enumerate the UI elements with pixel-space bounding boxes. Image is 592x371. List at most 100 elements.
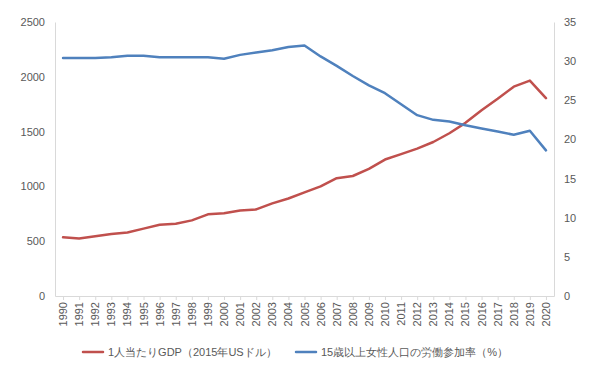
tick-label: 20 bbox=[564, 133, 576, 145]
y-axis: 05001000150020002500 bbox=[21, 16, 56, 302]
tick-label: 2014 bbox=[443, 302, 455, 326]
tick: 2017 bbox=[492, 296, 504, 326]
tick-mark bbox=[63, 296, 64, 300]
tick-label: 1998 bbox=[186, 302, 198, 326]
tick-label: 1994 bbox=[121, 302, 133, 326]
tick-mark bbox=[498, 296, 499, 300]
tick-label: 2018 bbox=[508, 302, 520, 326]
tick-mark bbox=[192, 296, 193, 300]
tick-label: 2006 bbox=[315, 302, 327, 326]
tick: 1500 bbox=[21, 126, 55, 138]
tick: 30 bbox=[554, 55, 576, 67]
tick-label: 2015 bbox=[459, 302, 471, 326]
tick-mark bbox=[305, 296, 306, 300]
tick-label: 25 bbox=[564, 94, 576, 106]
tick: 2019 bbox=[524, 296, 536, 326]
tick: 2016 bbox=[476, 296, 488, 326]
series-line bbox=[63, 81, 546, 239]
tick-mark bbox=[385, 296, 386, 300]
tick: 1990 bbox=[57, 296, 69, 326]
legend-item: 15歳以上女性人口の労働参加率（%） bbox=[296, 346, 508, 358]
tick-label: 2012 bbox=[411, 302, 423, 326]
tick-label: 1500 bbox=[21, 126, 45, 138]
tick-label: 15 bbox=[564, 173, 576, 185]
tick-label: 1995 bbox=[138, 302, 150, 326]
tick-label: 500 bbox=[27, 235, 45, 247]
tick-mark bbox=[224, 296, 225, 300]
tick: 25 bbox=[554, 94, 576, 106]
tick-mark bbox=[288, 296, 289, 300]
tick-label: 1999 bbox=[202, 302, 214, 326]
tick-label: 2020 bbox=[540, 302, 552, 326]
tick-label: 0 bbox=[564, 290, 570, 302]
tick-label: 2001 bbox=[234, 302, 246, 326]
tick-mark bbox=[176, 296, 177, 300]
tick-label: 1993 bbox=[105, 302, 117, 326]
x-axis: 1990 1991 1992 1993 1994 1995 1996 1997 1998 1999… bbox=[56, 296, 555, 326]
tick: 2005 bbox=[299, 296, 311, 326]
tick-mark bbox=[256, 296, 257, 300]
tick-mark bbox=[530, 296, 531, 300]
legend-swatch bbox=[296, 351, 316, 354]
tick: 0 bbox=[554, 290, 570, 302]
tick-mark bbox=[353, 296, 354, 300]
tick: 1991 bbox=[73, 296, 85, 326]
y2-axis: 0 5 10 15 20 25 30 35 bbox=[554, 16, 576, 302]
tick: 35 bbox=[554, 16, 576, 28]
tick-label: 2010 bbox=[379, 302, 391, 326]
tick-label: 2013 bbox=[427, 302, 439, 326]
tick-label: 2007 bbox=[331, 302, 343, 326]
tick-label: 1996 bbox=[154, 302, 166, 326]
tick-label: 2009 bbox=[363, 302, 375, 326]
tick: 1999 bbox=[202, 296, 214, 326]
tick-mark bbox=[127, 296, 128, 300]
tick-label: 1992 bbox=[89, 302, 101, 326]
axis-line bbox=[55, 23, 56, 297]
tick: 1997 bbox=[170, 296, 182, 326]
tick-label: 1991 bbox=[73, 302, 85, 326]
tick: 2002 bbox=[250, 296, 262, 326]
tick: 2018 bbox=[508, 296, 520, 326]
tick: 2000 bbox=[218, 296, 230, 326]
tick-mark bbox=[160, 296, 161, 300]
tick-mark bbox=[514, 296, 515, 300]
tick-mark bbox=[321, 296, 322, 300]
tick-mark bbox=[272, 296, 273, 300]
tick: 2008 bbox=[347, 296, 359, 326]
tick-label: 30 bbox=[564, 55, 576, 67]
tick-label: 5 bbox=[564, 251, 570, 263]
tick-mark bbox=[144, 296, 145, 300]
tick: 2012 bbox=[411, 296, 423, 326]
tick: 500 bbox=[27, 235, 55, 247]
tick-mark bbox=[337, 296, 338, 300]
tick: 2001 bbox=[234, 296, 246, 326]
plot-area bbox=[63, 45, 546, 238]
tick: 2006 bbox=[315, 296, 327, 326]
tick-mark bbox=[95, 296, 96, 300]
tick: 2010 bbox=[379, 296, 391, 326]
tick: 2004 bbox=[282, 296, 294, 326]
tick-label: 2004 bbox=[282, 302, 294, 326]
tick-label: 2003 bbox=[266, 302, 278, 326]
chart: 0500100015002000250005101520253035199019… bbox=[0, 0, 592, 371]
tick: 2500 bbox=[21, 16, 55, 28]
legend-item: 1人当たりGDP（2015年USドル） bbox=[83, 346, 277, 358]
tick-label: 2000 bbox=[218, 302, 230, 326]
tick-label: 2500 bbox=[21, 16, 45, 28]
tick: 20 bbox=[554, 133, 576, 145]
tick-mark bbox=[465, 296, 466, 300]
tick-label: 2011 bbox=[395, 302, 407, 326]
tick-label: 2008 bbox=[347, 302, 359, 326]
tick-label: 2000 bbox=[21, 71, 45, 83]
tick: 2014 bbox=[443, 296, 455, 326]
tick-label: 1000 bbox=[21, 180, 45, 192]
tick: 2000 bbox=[21, 71, 55, 83]
tick: 2013 bbox=[427, 296, 439, 326]
tick: 2007 bbox=[331, 296, 343, 326]
tick-label: 1997 bbox=[170, 302, 182, 326]
tick-label: 2002 bbox=[250, 302, 262, 326]
legend-label: 1人当たりGDP（2015年USドル） bbox=[108, 346, 277, 358]
tick-label: 10 bbox=[564, 212, 576, 224]
tick: 2003 bbox=[266, 296, 278, 326]
tick: 1992 bbox=[89, 296, 101, 326]
